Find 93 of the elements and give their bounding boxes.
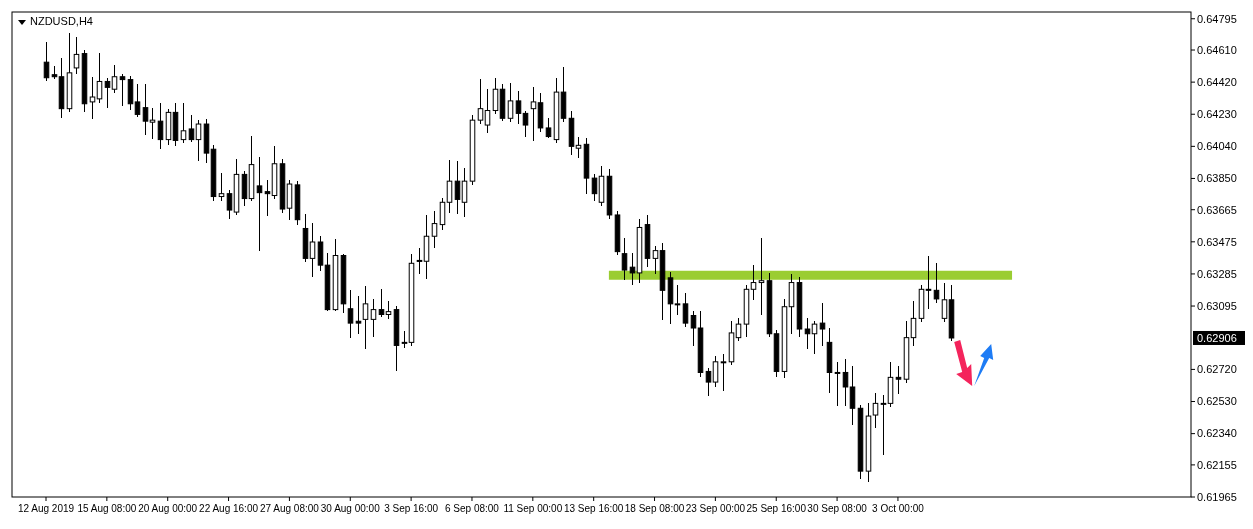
x-tick-label: 15 Aug 08:00 — [77, 503, 137, 514]
candlestick — [111, 65, 118, 93]
candlestick — [431, 211, 438, 248]
candlestick — [226, 190, 233, 219]
candlestick — [705, 367, 712, 397]
candlestick — [370, 299, 377, 337]
candlestick — [880, 394, 887, 456]
y-tick-label: 0.63665 — [1197, 203, 1237, 216]
candlestick — [834, 362, 841, 407]
candlestick — [872, 393, 879, 429]
candlestick — [461, 167, 468, 217]
candlestick — [188, 114, 195, 143]
y-tick-label: 0.64040 — [1197, 140, 1237, 153]
x-tick-label: 20 Aug 00:00 — [138, 503, 198, 514]
candlestick — [218, 172, 225, 202]
candlestick — [484, 89, 491, 133]
candlestick — [758, 238, 765, 316]
x-tick-label: 3 Oct 00:00 — [872, 503, 925, 514]
candlestick — [96, 52, 103, 103]
candlestick — [142, 83, 149, 136]
candlestick — [264, 180, 271, 216]
candlestick — [720, 354, 727, 391]
x-tick-label: 30 Sep 08:00 — [807, 503, 868, 514]
candlestick — [454, 160, 461, 214]
y-tick-label: 0.64420 — [1197, 75, 1237, 88]
candlestick — [347, 289, 354, 339]
candlestick — [925, 255, 932, 310]
x-tick-label: 25 Sep 16:00 — [746, 503, 807, 514]
candlestick — [690, 310, 697, 347]
candlestick — [591, 174, 598, 202]
y-tick-label: 0.63475 — [1197, 235, 1237, 248]
x-tick-label: 23 Sep 00:00 — [685, 503, 746, 514]
y-tick-label: 0.62530 — [1197, 395, 1237, 408]
candlestick — [629, 252, 636, 286]
candlestick — [735, 317, 742, 342]
x-tick-label: 22 Aug 16:00 — [199, 503, 259, 514]
candlestick — [195, 120, 202, 161]
candlestick — [416, 248, 423, 274]
candlestick — [682, 293, 689, 327]
y-tick-label: 0.64610 — [1197, 43, 1237, 56]
candlestick — [119, 73, 126, 107]
candlestick — [446, 159, 453, 213]
candlestick — [378, 288, 385, 318]
candlestick — [149, 107, 156, 140]
candlestick — [811, 320, 818, 354]
y-tick-label: 0.63850 — [1197, 172, 1237, 185]
y-tick-label: 0.61965 — [1197, 490, 1237, 503]
candlestick — [819, 303, 826, 347]
candlestick — [256, 157, 263, 252]
chart-title: NZDUSD,H4 — [30, 15, 93, 27]
x-tick-label: 6 Sep 08:00 — [445, 503, 500, 514]
candlestick — [933, 262, 940, 303]
x-tick-label: 3 Sep 16:00 — [384, 503, 439, 514]
candlestick — [895, 365, 902, 395]
candlestick — [652, 246, 659, 274]
candlestick — [477, 78, 484, 124]
text: 0.62906 — [1197, 331, 1237, 344]
candlestick — [849, 365, 856, 426]
candlestick — [530, 87, 537, 142]
candlestick — [355, 296, 362, 334]
y-tick-label: 0.62155 — [1197, 458, 1237, 471]
candlestick — [515, 91, 522, 124]
candlestick — [73, 37, 80, 74]
x-tick-label: 30 Aug 00:00 — [320, 503, 381, 514]
candlestick — [712, 356, 719, 387]
candlestick — [621, 238, 628, 281]
x-tick-label: 18 Sep 08:00 — [624, 503, 685, 514]
candlestick — [804, 317, 811, 350]
y-tick-label: 0.64795 — [1197, 12, 1237, 25]
candlestick — [309, 222, 316, 277]
y-tick-label: 0.63285 — [1197, 267, 1237, 280]
candlestick — [317, 236, 324, 271]
candlestick — [941, 282, 948, 322]
candlestick — [545, 117, 552, 139]
candlestick — [750, 265, 757, 300]
y-tick-label: 0.62720 — [1197, 363, 1237, 376]
y-tick-label: 0.63095 — [1197, 299, 1237, 312]
candlestick — [180, 103, 187, 144]
candlestick — [507, 82, 514, 122]
candlestick — [522, 110, 529, 138]
candlestick — [362, 285, 369, 350]
candlestick — [842, 359, 849, 407]
x-tick-label: 12 Aug 2019 — [17, 503, 75, 514]
candlestick — [104, 77, 111, 109]
candlestick — [674, 284, 681, 316]
candlestick — [89, 76, 96, 120]
y-tick-label: 0.62340 — [1197, 427, 1237, 440]
candlestick — [575, 136, 582, 158]
x-tick-label: 11 Sep 00:00 — [503, 503, 563, 514]
x-tick-label: 13 Sep 16:00 — [563, 503, 624, 514]
y-tick-label: 0.64230 — [1197, 108, 1237, 121]
candlestick — [134, 83, 141, 118]
x-tick-label: 27 Aug 08:00 — [259, 503, 320, 514]
